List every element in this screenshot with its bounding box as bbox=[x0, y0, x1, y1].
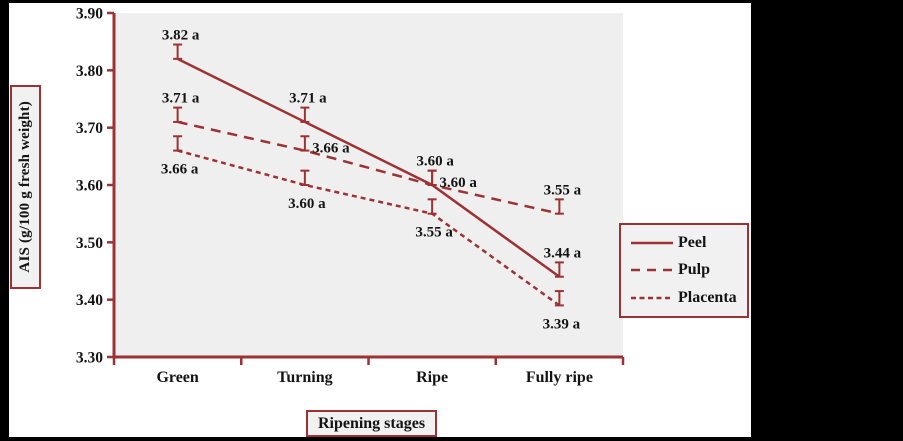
x-axis-title-box: Ripening stages bbox=[306, 410, 437, 437]
y-axis-title-box: AIS (g/100 g fresh weight) bbox=[10, 85, 41, 289]
legend-item-pulp: Pulp bbox=[631, 261, 743, 279]
legend-item-peel: Peel bbox=[631, 234, 743, 252]
legend-line-sample bbox=[631, 241, 673, 245]
legend-label: Peel bbox=[678, 233, 707, 251]
legend-label: Placenta bbox=[678, 289, 737, 307]
legend-label: Pulp bbox=[678, 261, 711, 279]
y-axis-title: AIS (g/100 g fresh weight) bbox=[17, 101, 33, 273]
legend-box: Peel Pulp Placenta bbox=[619, 223, 749, 318]
legend-line-sample bbox=[631, 296, 673, 300]
x-axis-title: Ripening stages bbox=[317, 414, 426, 432]
legend-item-placenta: Placenta bbox=[631, 289, 743, 307]
legend-line-sample bbox=[631, 269, 673, 272]
chart-canvas bbox=[9, 3, 751, 437]
